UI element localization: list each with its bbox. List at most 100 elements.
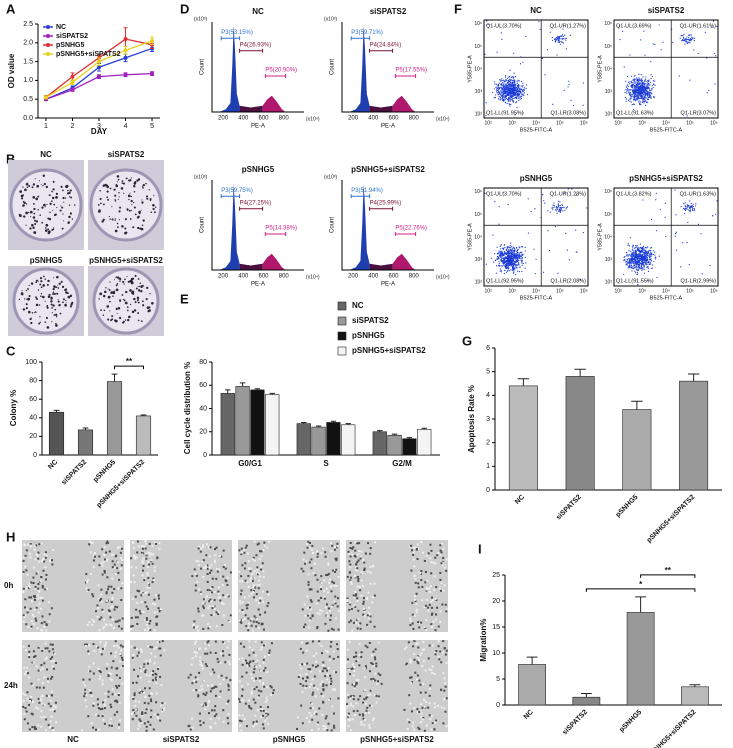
quadrant-label: Q1-LL(91.55%) — [616, 278, 654, 284]
cell-texture — [220, 555, 223, 558]
scatter-dot — [512, 87, 514, 89]
scatter-dot — [516, 254, 518, 257]
cell-texture — [214, 722, 217, 725]
gate-line — [239, 48, 264, 53]
scatter-dot — [518, 93, 520, 95]
scatter-dot — [514, 262, 516, 264]
cell-texture — [150, 672, 153, 675]
colony — [114, 200, 117, 202]
scatter-dot — [499, 96, 502, 98]
gate-label: P4(25.99%) — [370, 200, 402, 206]
scatter-dot — [684, 202, 686, 204]
cell-texture — [161, 640, 164, 643]
scatter-dot — [630, 97, 632, 99]
y-unit: (x10³) — [194, 174, 207, 180]
scatter-dot — [510, 79, 513, 81]
cell-texture — [193, 642, 196, 645]
cell-texture — [121, 665, 124, 668]
scatter-dot — [506, 253, 508, 256]
scatter-dot — [639, 90, 642, 92]
cell-texture — [83, 695, 86, 698]
scatter-dot — [566, 206, 569, 208]
cell-texture — [44, 647, 47, 650]
cell-texture — [226, 594, 229, 597]
cell-texture — [260, 555, 263, 558]
scatter-dot — [527, 232, 530, 234]
cell-texture — [119, 567, 122, 570]
point — [97, 74, 101, 79]
cell-texture — [98, 618, 101, 621]
cell-texture — [157, 668, 160, 671]
scatter-dot — [635, 93, 637, 95]
cell-texture — [109, 616, 112, 619]
scatter-dot — [518, 264, 520, 266]
gate-line — [369, 206, 394, 211]
cell-texture — [43, 621, 46, 624]
scatter-dot — [518, 263, 520, 265]
colony — [37, 289, 40, 291]
colony — [128, 209, 131, 212]
cell-texture — [211, 586, 214, 589]
scatter-dot — [517, 256, 519, 259]
cell-texture — [428, 591, 431, 594]
scatter-dot — [509, 94, 511, 97]
cell-texture — [121, 682, 124, 685]
cell-texture — [209, 672, 212, 675]
cell-texture — [25, 710, 28, 713]
cell-texture — [207, 700, 210, 703]
cell-texture — [28, 552, 31, 555]
cell-texture — [49, 657, 52, 660]
cell-texture — [411, 601, 414, 604]
scatter-dot — [517, 97, 519, 100]
cell-texture — [148, 680, 151, 683]
cell-texture — [310, 600, 313, 603]
scatter-dot — [640, 262, 643, 265]
cell-texture — [256, 584, 259, 587]
cell-texture — [41, 596, 44, 599]
scatter-dot — [636, 256, 638, 258]
scatter-dot — [649, 96, 651, 99]
cell-texture — [249, 567, 252, 570]
cell-texture — [43, 662, 46, 665]
cell-texture — [268, 540, 271, 543]
cell-texture — [198, 712, 201, 715]
cell-texture — [246, 552, 249, 555]
legend-label: NC — [56, 24, 66, 31]
cell-texture — [34, 585, 37, 588]
cell-texture — [222, 720, 225, 723]
cell-texture — [349, 576, 352, 579]
cell-texture — [141, 547, 144, 550]
cell-texture — [143, 722, 146, 725]
cell-texture — [244, 546, 247, 549]
cell-texture — [337, 628, 340, 631]
cell-texture — [137, 675, 140, 678]
colony — [40, 295, 42, 298]
colony — [124, 319, 127, 321]
cell-texture — [100, 588, 103, 591]
cell-texture — [258, 558, 261, 561]
scatter-dot — [684, 213, 686, 215]
gate-label: P3(53.15%) — [221, 30, 253, 36]
legend-label: siSPATS2 — [352, 316, 389, 325]
cell-texture — [309, 599, 312, 602]
scatter-dot — [647, 98, 649, 101]
legend-label: NC — [352, 301, 364, 310]
scatter-dot — [640, 39, 642, 41]
cell-texture — [148, 586, 151, 589]
scatter-dot — [511, 267, 514, 270]
scatter-dot — [644, 246, 646, 248]
cell-texture — [197, 610, 200, 613]
cell-texture — [207, 644, 210, 647]
hist-title: pSNHG5 — [242, 165, 275, 174]
colony — [52, 287, 55, 291]
x-tick-label: pSNHG5 — [92, 459, 117, 484]
wound-image — [130, 540, 232, 632]
cell-texture — [363, 561, 366, 564]
cell-texture — [356, 553, 359, 556]
cell-texture — [426, 579, 429, 582]
cell-texture — [30, 695, 33, 698]
scatter-dot — [632, 90, 634, 92]
scatter-dot — [627, 99, 630, 101]
cell-texture — [329, 578, 332, 581]
colony — [101, 220, 104, 223]
